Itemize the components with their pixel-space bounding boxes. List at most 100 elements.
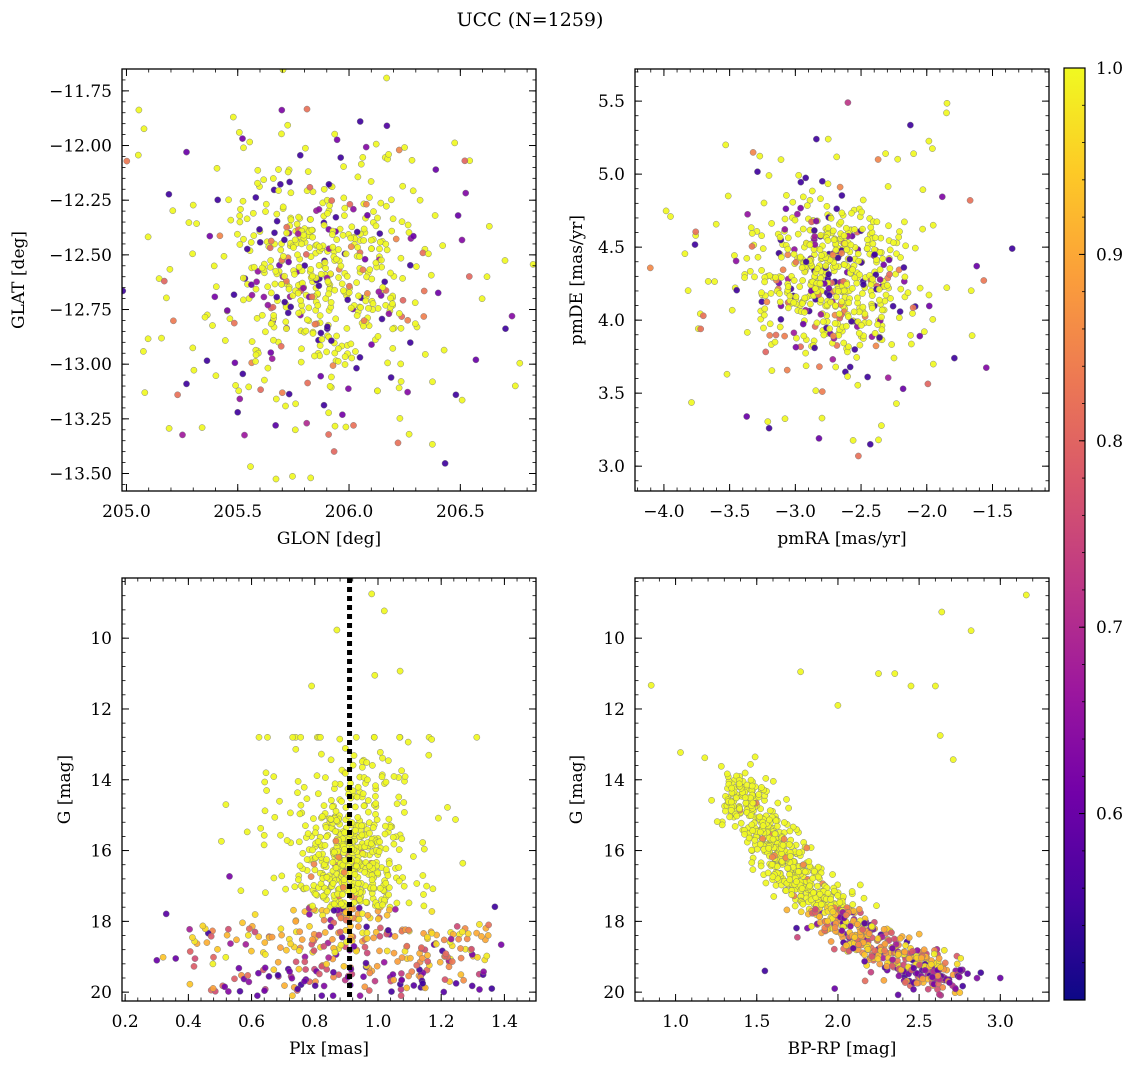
scatter-point <box>874 935 882 943</box>
scatter-point <box>876 334 883 341</box>
scatter-point <box>851 346 859 353</box>
scatter-point <box>838 298 846 306</box>
scatter-point <box>328 337 335 345</box>
scatter-point <box>398 835 406 843</box>
scatter-point <box>420 845 428 853</box>
scatter-point <box>363 200 370 208</box>
scatter-point <box>910 986 917 993</box>
scatter-point <box>778 274 785 281</box>
scatter-point <box>231 359 239 367</box>
scatter-point <box>846 255 854 263</box>
scatter-point <box>918 954 925 962</box>
scatter-point <box>378 315 386 323</box>
scatter-point <box>413 961 421 969</box>
scatter-point <box>281 236 288 244</box>
scatter-point <box>843 322 850 330</box>
scatter-point <box>875 285 883 293</box>
scatter-point <box>888 54 894 60</box>
scatter-point <box>727 806 735 814</box>
scatter-point <box>261 807 269 815</box>
scatter-point <box>302 144 309 152</box>
scatter-point <box>878 313 885 321</box>
scatter-point <box>278 106 286 114</box>
scatter-point <box>847 241 855 249</box>
scatter-point <box>352 826 359 834</box>
scatter-point <box>919 225 926 233</box>
y-tick-label: 10 <box>90 629 112 649</box>
scatter-point <box>848 318 855 325</box>
scatter-point <box>273 293 281 301</box>
scatter-point <box>256 238 264 246</box>
scatter-point <box>834 254 842 262</box>
scatter-point <box>916 332 924 340</box>
scatter-point <box>372 782 379 790</box>
scatter-point <box>325 290 332 298</box>
scatter-point <box>406 261 414 269</box>
scatter-point <box>745 834 753 842</box>
scatter-point <box>453 923 461 930</box>
scatter-point <box>289 992 296 1000</box>
scatter-point <box>508 312 516 320</box>
scatter-point-outlier <box>174 391 181 399</box>
scatter-point <box>480 968 487 976</box>
scatter-point <box>314 838 322 845</box>
scatter-point <box>793 924 800 932</box>
scatter-point <box>874 321 881 328</box>
scatter-point <box>267 320 275 328</box>
scatter-point <box>812 387 820 395</box>
scatter-point <box>189 250 196 258</box>
scatter-point <box>797 908 805 916</box>
scatter-point <box>838 209 846 217</box>
scatter-point <box>225 988 232 995</box>
scatter-point <box>462 189 470 197</box>
scatter-point <box>281 272 288 280</box>
scatter-point <box>338 280 346 288</box>
scatter-point-outlier <box>260 831 268 839</box>
scatter-point <box>358 910 366 917</box>
scatter-point <box>367 178 375 185</box>
scatter-point <box>395 846 403 853</box>
scatter-point <box>291 236 299 244</box>
scatter-point <box>365 808 372 816</box>
scatter-point <box>361 943 369 951</box>
scatter-point <box>860 894 868 902</box>
scatter-point-outlier <box>153 956 161 964</box>
scatter-point <box>871 251 879 258</box>
scatter-point <box>297 297 305 304</box>
scatter-point <box>759 822 767 830</box>
scatter-point <box>318 750 325 758</box>
scatter-point <box>413 263 420 270</box>
scatter-point <box>323 873 331 881</box>
scatter-point <box>516 359 524 367</box>
colorbar-tick-label: 0.7 <box>1096 618 1123 638</box>
scatter-point <box>726 813 733 821</box>
scatter-point <box>762 348 770 356</box>
scatter-point <box>387 294 394 302</box>
scatter-point <box>771 338 779 346</box>
scatter-point <box>396 733 403 741</box>
scatter-point <box>329 803 336 811</box>
scatter-point <box>811 867 818 875</box>
scatter-point <box>287 216 295 224</box>
scatter-point <box>335 246 342 253</box>
scatter-point <box>350 752 358 759</box>
scatter-point <box>399 182 407 190</box>
scatter-point <box>318 335 326 343</box>
scatter-points <box>646 54 1016 460</box>
scatter-point <box>400 799 408 806</box>
scatter-point <box>372 259 380 267</box>
scatter-point <box>332 837 340 845</box>
scatter-point <box>279 203 287 211</box>
scatter-point <box>776 323 784 331</box>
scatter-point <box>826 325 833 333</box>
y-tick-label: 16 <box>603 842 625 862</box>
scatter-point <box>281 982 288 989</box>
scatter-point <box>366 969 374 977</box>
scatter-point <box>419 872 427 879</box>
scatter-point <box>816 890 824 898</box>
scatter-point <box>794 210 801 218</box>
scatter-point-outlier <box>452 391 460 399</box>
scatter-point <box>320 401 328 409</box>
scatter-point <box>930 950 938 958</box>
scatter-point <box>394 958 401 965</box>
